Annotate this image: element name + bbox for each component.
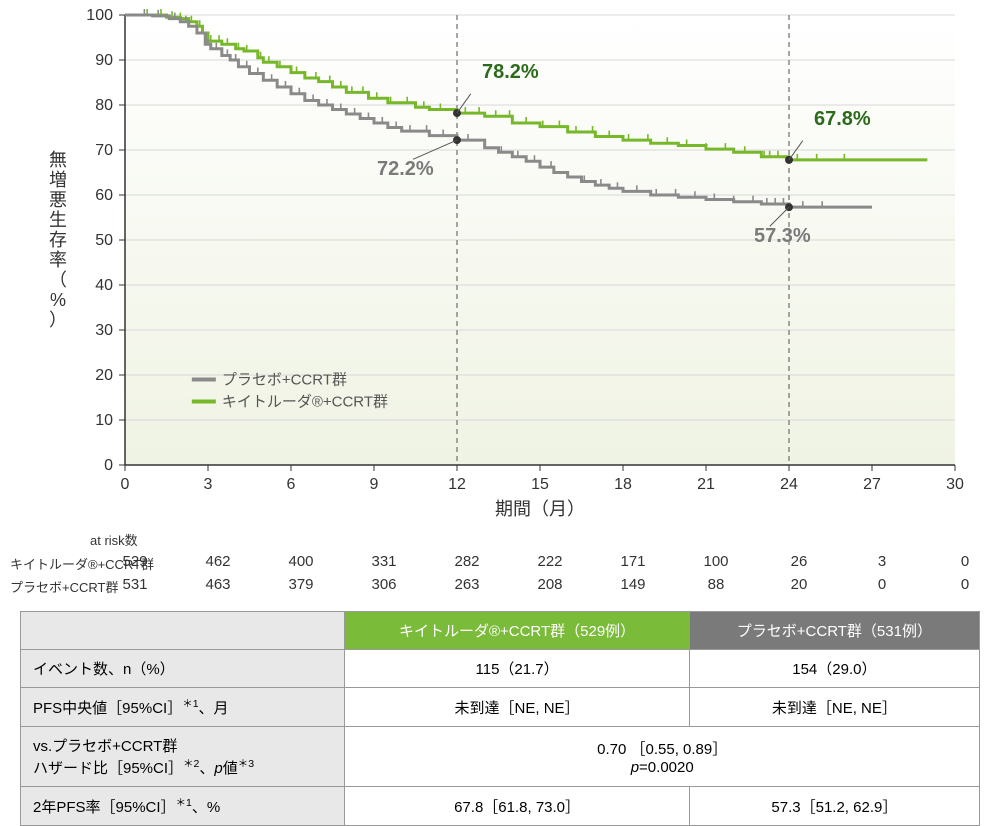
at-risk-value: 282	[454, 553, 479, 570]
summary-row-label: イベント数、n（%）	[21, 650, 345, 688]
svg-text:無: 無	[49, 150, 67, 170]
summary-cell: 154（29.0）	[689, 650, 979, 688]
at-risk-row: キイトルーダ®+CCRT群529462400331282222171100263…	[0, 553, 1000, 573]
at-risk-value: 531	[122, 576, 147, 593]
at-risk-value: 462	[205, 553, 230, 570]
at-risk-value: 149	[620, 576, 645, 593]
at-risk-value: 171	[620, 553, 645, 570]
at-risk-value: 20	[791, 576, 808, 593]
summary-cell: 67.8［61.8, 73.0］	[345, 787, 689, 826]
svg-text:30: 30	[95, 322, 113, 339]
svg-text:90: 90	[95, 52, 113, 69]
summary-head-placebo: プラセボ+CCRT群（531例）	[689, 612, 979, 650]
at-risk-value: 379	[288, 576, 313, 593]
svg-text:72.2%: 72.2%	[377, 158, 434, 180]
km-chart: 0 10 20 30 40 50 60 70 80 90 100 0 3 6 9 12 15 18 21 24 27 30…	[0, 0, 1000, 530]
svg-text:57.3%: 57.3%	[754, 225, 811, 247]
svg-text:率: 率	[49, 250, 67, 270]
svg-text:27: 27	[863, 476, 881, 493]
svg-text:期間（月）: 期間（月）	[495, 499, 585, 519]
at-risk-value: 529	[122, 553, 147, 570]
figure-container: 0102030405060708090100036912151821242730…	[0, 0, 1000, 826]
at-risk-value: 88	[708, 576, 725, 593]
svg-text:存: 存	[49, 230, 67, 250]
svg-text:40: 40	[95, 277, 113, 294]
at-risk-value: 306	[371, 576, 396, 593]
summary-row-label: 2年PFS率［95%CI］＊1、%	[21, 787, 345, 826]
svg-text:67.8%: 67.8%	[814, 108, 871, 130]
svg-text:50: 50	[95, 232, 113, 249]
svg-text:9: 9	[370, 476, 379, 493]
svg-text:70: 70	[95, 142, 113, 159]
at-risk-row: プラセボ+CCRT群531463379306263208149882000	[0, 576, 1000, 596]
svg-text:15: 15	[531, 476, 549, 493]
summary-row-label: PFS中央値［95%CI］＊1、月	[21, 688, 345, 727]
svg-text:プラセボ+CCRT群: プラセボ+CCRT群	[222, 372, 347, 389]
at-risk-value: 208	[537, 576, 562, 593]
svg-text:30: 30	[946, 476, 964, 493]
svg-text:0: 0	[121, 476, 130, 493]
at-risk-value: 331	[371, 553, 396, 570]
at-risk-value: 0	[961, 553, 969, 570]
summary-row-label: vs.プラセボ+CCRT群ハザード比［95%CI］＊2、p値＊3	[21, 727, 345, 787]
at-risk-value: 26	[791, 553, 808, 570]
svg-text:生: 生	[49, 210, 67, 230]
svg-text:悪: 悪	[49, 190, 67, 210]
svg-text:6: 6	[287, 476, 296, 493]
svg-text:（: （	[49, 270, 67, 290]
svg-text:24: 24	[780, 476, 798, 493]
svg-text:%: %	[50, 290, 66, 310]
at-risk-value: 400	[288, 553, 313, 570]
summary-cell: 未到達［NE, NE］	[345, 688, 689, 727]
at-risk-value: 222	[537, 553, 562, 570]
svg-text:増: 増	[49, 170, 67, 190]
summary-cell: 115（21.7）	[345, 650, 689, 688]
svg-text:10: 10	[95, 412, 113, 429]
svg-text:60: 60	[95, 187, 113, 204]
at-risk-value: 100	[703, 553, 728, 570]
svg-text:）: ）	[49, 310, 67, 330]
summary-cell: 0.70 ［0.55, 0.89］p=0.0020	[345, 727, 980, 787]
at-risk-value: 0	[961, 576, 969, 593]
summary-cell: 57.3［51.2, 62.9］	[689, 787, 979, 826]
svg-text:0: 0	[104, 457, 113, 474]
summary-cell: 未到達［NE, NE］	[689, 688, 979, 727]
at-risk-value: 263	[454, 576, 479, 593]
svg-text:キイトルーダ®+CCRT群: キイトルーダ®+CCRT群	[222, 394, 388, 411]
svg-text:12: 12	[448, 476, 466, 493]
svg-text:78.2%: 78.2%	[482, 61, 539, 83]
svg-text:3: 3	[204, 476, 213, 493]
svg-text:80: 80	[95, 97, 113, 114]
at-risk-value: 3	[878, 553, 886, 570]
at-risk-table: at risk数 キイトルーダ®+CCRT群529462400331282222…	[0, 530, 1000, 596]
svg-text:100: 100	[86, 7, 113, 24]
km-svg: 0 10 20 30 40 50 60 70 80 90 100 0 3 6 9 12 15 18 21 24 27 30…	[0, 0, 1000, 530]
svg-text:20: 20	[95, 367, 113, 384]
svg-text:18: 18	[614, 476, 632, 493]
svg-text:21: 21	[697, 476, 715, 493]
at-risk-value: 463	[205, 576, 230, 593]
at-risk-value: 0	[878, 576, 886, 593]
summary-head-keytruda: キイトルーダ®+CCRT群（529例）	[345, 612, 689, 650]
summary-table: キイトルーダ®+CCRT群（529例） プラセボ+CCRT群（531例） イベン…	[20, 611, 980, 826]
at-risk-title: at risk数	[90, 530, 1000, 549]
